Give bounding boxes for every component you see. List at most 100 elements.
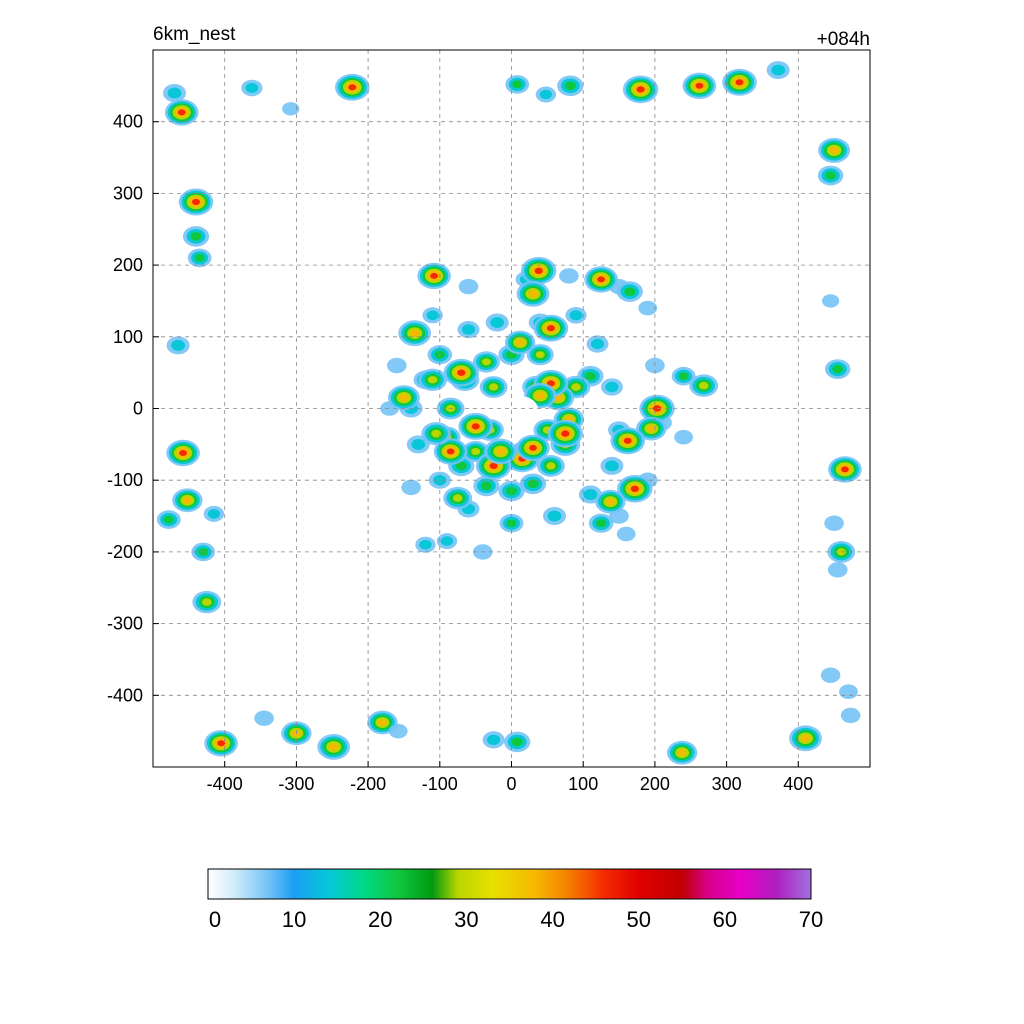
reflectivity-cell <box>820 667 841 683</box>
colorbar: 0 10 20 30 40 50 60 70 <box>207 868 823 932</box>
reflectivity-cell <box>516 434 550 462</box>
reflectivity-cell <box>818 137 851 163</box>
reflectivity-cell <box>484 438 518 465</box>
colorbar-tick-label: 60 <box>713 907 737 932</box>
reflectivity-cell <box>401 479 421 496</box>
reflectivity-cell <box>473 475 500 497</box>
x-tick-label: 200 <box>640 774 670 794</box>
x-tick-label: -200 <box>350 774 386 794</box>
reflectivity-cell <box>617 475 653 503</box>
reflectivity-cell <box>398 320 432 347</box>
reflectivity-cell <box>387 357 407 374</box>
reflectivity-cell <box>422 307 443 324</box>
reflectivity-cell <box>482 731 505 749</box>
reflectivity-cell <box>839 684 858 699</box>
reflectivity-cell <box>521 257 557 285</box>
reflectivity-cell <box>164 99 199 126</box>
reflectivity-cell <box>433 438 468 465</box>
x-tick-label: -300 <box>278 774 314 794</box>
reflectivity-cell <box>415 536 436 553</box>
reflectivity-cell <box>824 515 844 531</box>
reflectivity-cell <box>543 507 566 525</box>
reflectivity-cell <box>557 75 584 97</box>
reflectivity-cell <box>636 416 667 441</box>
chart-title-right: +084h <box>817 29 870 50</box>
reflectivity-cell <box>172 488 203 513</box>
reflectivity-cell <box>588 513 614 533</box>
reflectivity-cell <box>417 262 451 290</box>
colorbar-tick-label: 10 <box>282 907 306 932</box>
y-tick-label: 300 <box>113 183 143 203</box>
reflectivity-cell <box>472 351 500 373</box>
y-tick-label: 0 <box>133 399 143 419</box>
reflectivity-cell <box>565 307 587 324</box>
reflectivity-cell <box>559 268 579 284</box>
x-tick-label: 300 <box>712 774 742 794</box>
reflectivity-cell <box>828 456 862 483</box>
reflectivity-cell <box>388 723 408 739</box>
reflectivity-cell <box>689 374 719 397</box>
reflectivity-cell <box>418 368 447 391</box>
reflectivity-cell <box>203 505 225 522</box>
reflectivity-cell <box>584 266 618 293</box>
reflectivity-cell <box>505 75 530 94</box>
y-tick-label: 200 <box>113 255 143 275</box>
storm-eye <box>506 396 539 424</box>
colorbar-tick-labels: 0 10 20 30 40 50 60 70 <box>209 907 823 932</box>
y-tick-label: 100 <box>113 327 143 347</box>
reflectivity-cell <box>458 278 479 295</box>
reflectivity-field <box>156 61 862 765</box>
reflectivity-cell <box>822 294 840 308</box>
reflectivity-cell <box>479 376 508 398</box>
reflectivity-cell <box>443 486 473 510</box>
reflectivity-cell <box>317 734 351 760</box>
reflectivity-cell <box>666 740 698 765</box>
reflectivity-cell <box>535 86 557 103</box>
reflectivity-cell <box>622 75 659 104</box>
y-axis: 400 300 200 100 0 -100 -200 -300 -400 <box>107 112 159 705</box>
reflectivity-cell <box>504 731 531 753</box>
reflectivity-cell <box>516 280 550 307</box>
y-tick-label: -200 <box>107 542 143 562</box>
reflectivity-cell <box>825 359 851 379</box>
colorbar-scale <box>207 868 812 900</box>
reflectivity-cell <box>504 330 536 355</box>
colorbar-tick-label: 30 <box>454 907 478 932</box>
reflectivity-cell <box>458 412 494 440</box>
reflectivity-cell <box>600 378 623 396</box>
colorbar-tick-label: 0 <box>209 907 221 932</box>
reflectivity-cell <box>187 248 212 268</box>
reflectivity-cell <box>526 344 554 366</box>
reflectivity-cell <box>586 335 609 353</box>
y-tick-label: -100 <box>107 470 143 490</box>
reflectivity-cell <box>428 471 451 489</box>
reflectivity-cell <box>671 366 696 386</box>
reflectivity-cell <box>616 526 636 542</box>
reflectivity-cell <box>638 300 658 316</box>
chart-title-left: 6km_nest <box>153 24 236 45</box>
x-tick-label: -400 <box>207 774 243 794</box>
reflectivity-cell <box>335 73 370 101</box>
reflectivity-cell <box>674 429 693 445</box>
x-axis: -400 -300 -200 -100 0 100 200 300 400 <box>207 761 813 794</box>
reflectivity-cell <box>827 562 848 578</box>
reflectivity-cell <box>443 358 479 387</box>
y-tick-label: 400 <box>113 112 143 132</box>
reflectivity-cell <box>182 226 210 247</box>
y-tick-label: -300 <box>107 614 143 634</box>
reflectivity-cell <box>178 188 214 216</box>
reflectivity-cell <box>387 385 420 411</box>
reflectivity-cell <box>166 439 200 467</box>
reflectivity-cell <box>533 314 569 342</box>
x-tick-label: 0 <box>506 774 516 794</box>
colorbar-tick-label: 20 <box>368 907 392 932</box>
reflectivity-cell <box>192 590 222 614</box>
reflectivity-cell <box>485 313 509 332</box>
reflectivity-cell <box>610 427 645 455</box>
y-tick-label: -400 <box>107 685 143 705</box>
reflectivity-cell <box>789 725 822 752</box>
reflectivity-cell <box>817 165 844 186</box>
reflectivity-cell <box>457 321 480 339</box>
x-tick-label: 400 <box>783 774 813 794</box>
